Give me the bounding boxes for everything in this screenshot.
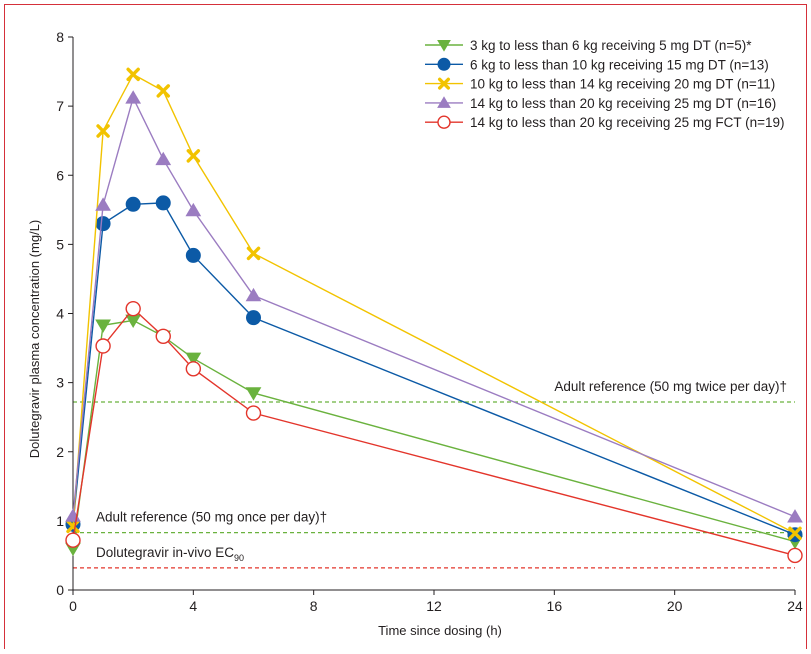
series-line xyxy=(72,73,796,534)
figure-border xyxy=(4,4,807,649)
x-tick-label: 12 xyxy=(426,598,442,614)
x-marker-stroke xyxy=(96,124,110,138)
data-point xyxy=(95,338,111,354)
legend-label: 10 kg to less than 14 kg receiving 20 mg… xyxy=(470,77,775,92)
legend-item: 6 kg to less than 10 kg receiving 15 mg … xyxy=(425,57,769,72)
data-point xyxy=(156,84,170,98)
series-layer xyxy=(65,67,803,564)
y-tick-label: 4 xyxy=(56,306,64,322)
legend-label: 14 kg to less than 20 kg receiving 25 mg… xyxy=(470,96,776,111)
data-point xyxy=(95,216,111,232)
reference-line-label: Adult reference (50 mg once per day)† xyxy=(96,510,327,525)
data-point xyxy=(155,151,172,166)
reference-line-label-subscript: 90 xyxy=(234,553,244,563)
data-point xyxy=(125,196,141,212)
data-point xyxy=(185,352,202,367)
legend-marker xyxy=(437,115,451,129)
y-tick-label: 5 xyxy=(56,236,64,252)
series xyxy=(65,90,803,523)
y-tick-label: 8 xyxy=(56,29,64,45)
data-point xyxy=(788,526,802,541)
y-tick-label: 6 xyxy=(56,167,64,183)
data-point xyxy=(155,195,171,211)
y-axis-label: Dolutegravir plasma concentration (mg/L) xyxy=(27,220,42,458)
series xyxy=(65,195,803,543)
x-axis-label: Time since dosing (h) xyxy=(378,623,502,638)
legend: 3 kg to less than 6 kg receiving 5 mg DT… xyxy=(425,38,785,130)
data-point xyxy=(185,202,202,217)
legend-marker xyxy=(437,40,451,52)
reference-line-label: Dolutegravir in-vivo EC90 xyxy=(96,545,244,563)
x-tick-label: 8 xyxy=(310,598,318,614)
legend-item: 14 kg to less than 20 kg receiving 25 mg… xyxy=(425,96,776,111)
legend-label: 6 kg to less than 10 kg receiving 15 mg … xyxy=(470,57,769,72)
legend-marker xyxy=(437,57,451,71)
data-point xyxy=(95,197,111,211)
reference-line-label: Adult reference (50 mg twice per day)† xyxy=(554,379,787,394)
x-tick-label: 24 xyxy=(787,598,803,614)
data-point xyxy=(96,124,110,138)
legend-label: 14 kg to less than 20 kg receiving 25 mg… xyxy=(470,115,785,130)
data-point xyxy=(245,405,262,421)
data-point xyxy=(246,246,261,261)
data-point xyxy=(65,532,81,548)
series xyxy=(65,300,803,564)
x-marker-stroke xyxy=(246,246,261,261)
legend-marker xyxy=(437,77,451,90)
x-tick-label: 16 xyxy=(547,598,563,614)
x-marker-stroke xyxy=(788,526,802,541)
data-point xyxy=(245,287,262,302)
y-tick-label: 1 xyxy=(56,513,64,529)
x-marker-stroke xyxy=(126,67,140,82)
series-line xyxy=(72,95,796,518)
y-tick-label: 7 xyxy=(56,98,64,114)
data-point xyxy=(787,547,803,564)
data-point xyxy=(125,300,141,317)
legend-item: 10 kg to less than 14 kg receiving 20 mg… xyxy=(425,77,775,92)
x-tick-label: 0 xyxy=(69,598,77,614)
legend-item: 14 kg to less than 20 kg receiving 25 mg… xyxy=(425,115,785,130)
data-point xyxy=(95,319,111,333)
x-marker-stroke xyxy=(186,149,201,163)
reference-lines: Adult reference (50 mg twice per day)† Ad… xyxy=(73,379,795,569)
data-point xyxy=(186,149,201,163)
data-point xyxy=(246,310,261,326)
x-tick-label: 20 xyxy=(667,598,683,614)
x-marker-stroke xyxy=(156,84,170,98)
series xyxy=(66,67,802,541)
data-point xyxy=(185,247,201,263)
x-tick-label: 4 xyxy=(189,598,197,614)
legend-marker xyxy=(437,96,451,108)
data-point xyxy=(155,328,171,345)
data-point xyxy=(126,67,140,82)
y-tick-label: 2 xyxy=(56,444,64,460)
data-point xyxy=(245,387,262,401)
y-tick-label: 3 xyxy=(56,375,64,391)
data-point xyxy=(185,361,202,377)
x-marker-stroke xyxy=(437,77,451,90)
data-point xyxy=(787,509,803,523)
legend-item: 3 kg to less than 6 kg receiving 5 mg DT… xyxy=(425,38,752,53)
data-point xyxy=(125,90,142,104)
legend-label: 3 kg to less than 6 kg receiving 5 mg DT… xyxy=(470,38,752,53)
y-tick-label: 0 xyxy=(56,582,64,598)
